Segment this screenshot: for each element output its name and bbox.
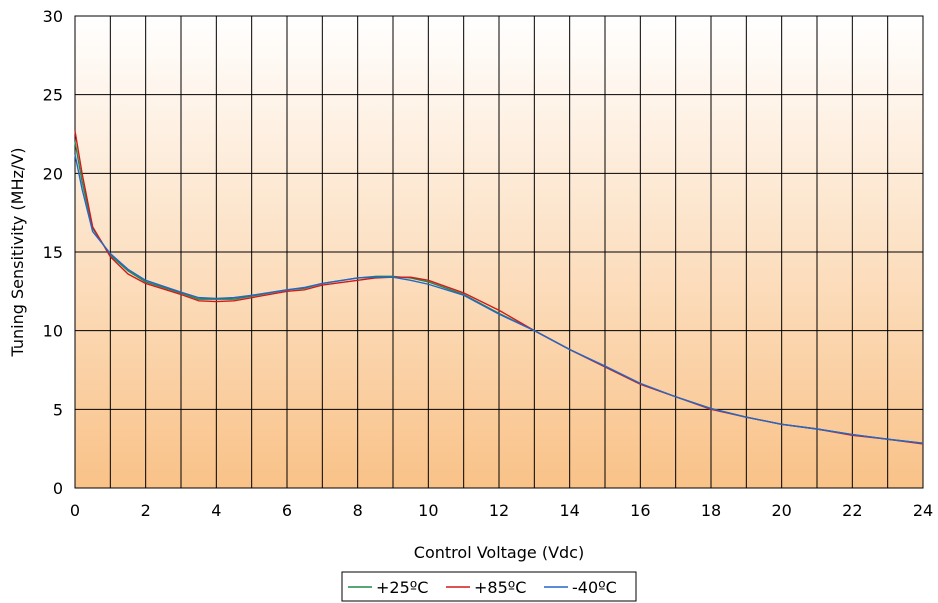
y-axis-title: Tuning Sensitivity (MHz/V): [8, 148, 27, 358]
x-tick-label: 16: [630, 501, 650, 520]
x-tick-label: 18: [701, 501, 721, 520]
legend: +25ºC +85ºC -40ºC: [341, 571, 637, 602]
y-tick-label: 30: [43, 7, 63, 26]
x-tick-label: 12: [489, 501, 509, 520]
y-tick-label: 0: [53, 479, 63, 498]
plot-border: [74, 15, 924, 489]
x-tick-label: 20: [771, 501, 791, 520]
y-tick-label: 20: [43, 164, 63, 183]
y-tick-label: 15: [43, 243, 63, 262]
x-tick-label: 8: [353, 501, 363, 520]
legend-label-85c: +85ºC: [474, 578, 526, 597]
x-tick-label: 2: [141, 501, 151, 520]
y-tick-label: 25: [43, 86, 63, 105]
x-axis-title: Control Voltage (Vdc): [414, 543, 584, 562]
x-tick-label: 24: [913, 501, 933, 520]
x-tick-label: 22: [842, 501, 862, 520]
series-line-2: [74, 154, 924, 444]
x-tick-label: 0: [70, 501, 80, 520]
y-tick-label: 10: [43, 322, 63, 341]
x-tick-label: 4: [211, 501, 221, 520]
y-tick-label: 5: [53, 400, 63, 419]
legend-label-25c: +25ºC: [376, 578, 428, 597]
x-tick-label: 14: [559, 501, 579, 520]
x-tick-label: 10: [418, 501, 438, 520]
x-tick-label: 6: [282, 501, 292, 520]
x-axis-tick-labels: 0 2 4 6 8 10 12 14 16 18 20 22 24: [70, 501, 933, 520]
y-axis-tick-labels: 0 5 10 15 20 25 30: [43, 7, 63, 498]
legend-label-minus40c: -40ºC: [572, 578, 617, 597]
series-lines: [74, 130, 924, 445]
grid-lines: [74, 15, 924, 489]
legend-box: [341, 571, 637, 602]
